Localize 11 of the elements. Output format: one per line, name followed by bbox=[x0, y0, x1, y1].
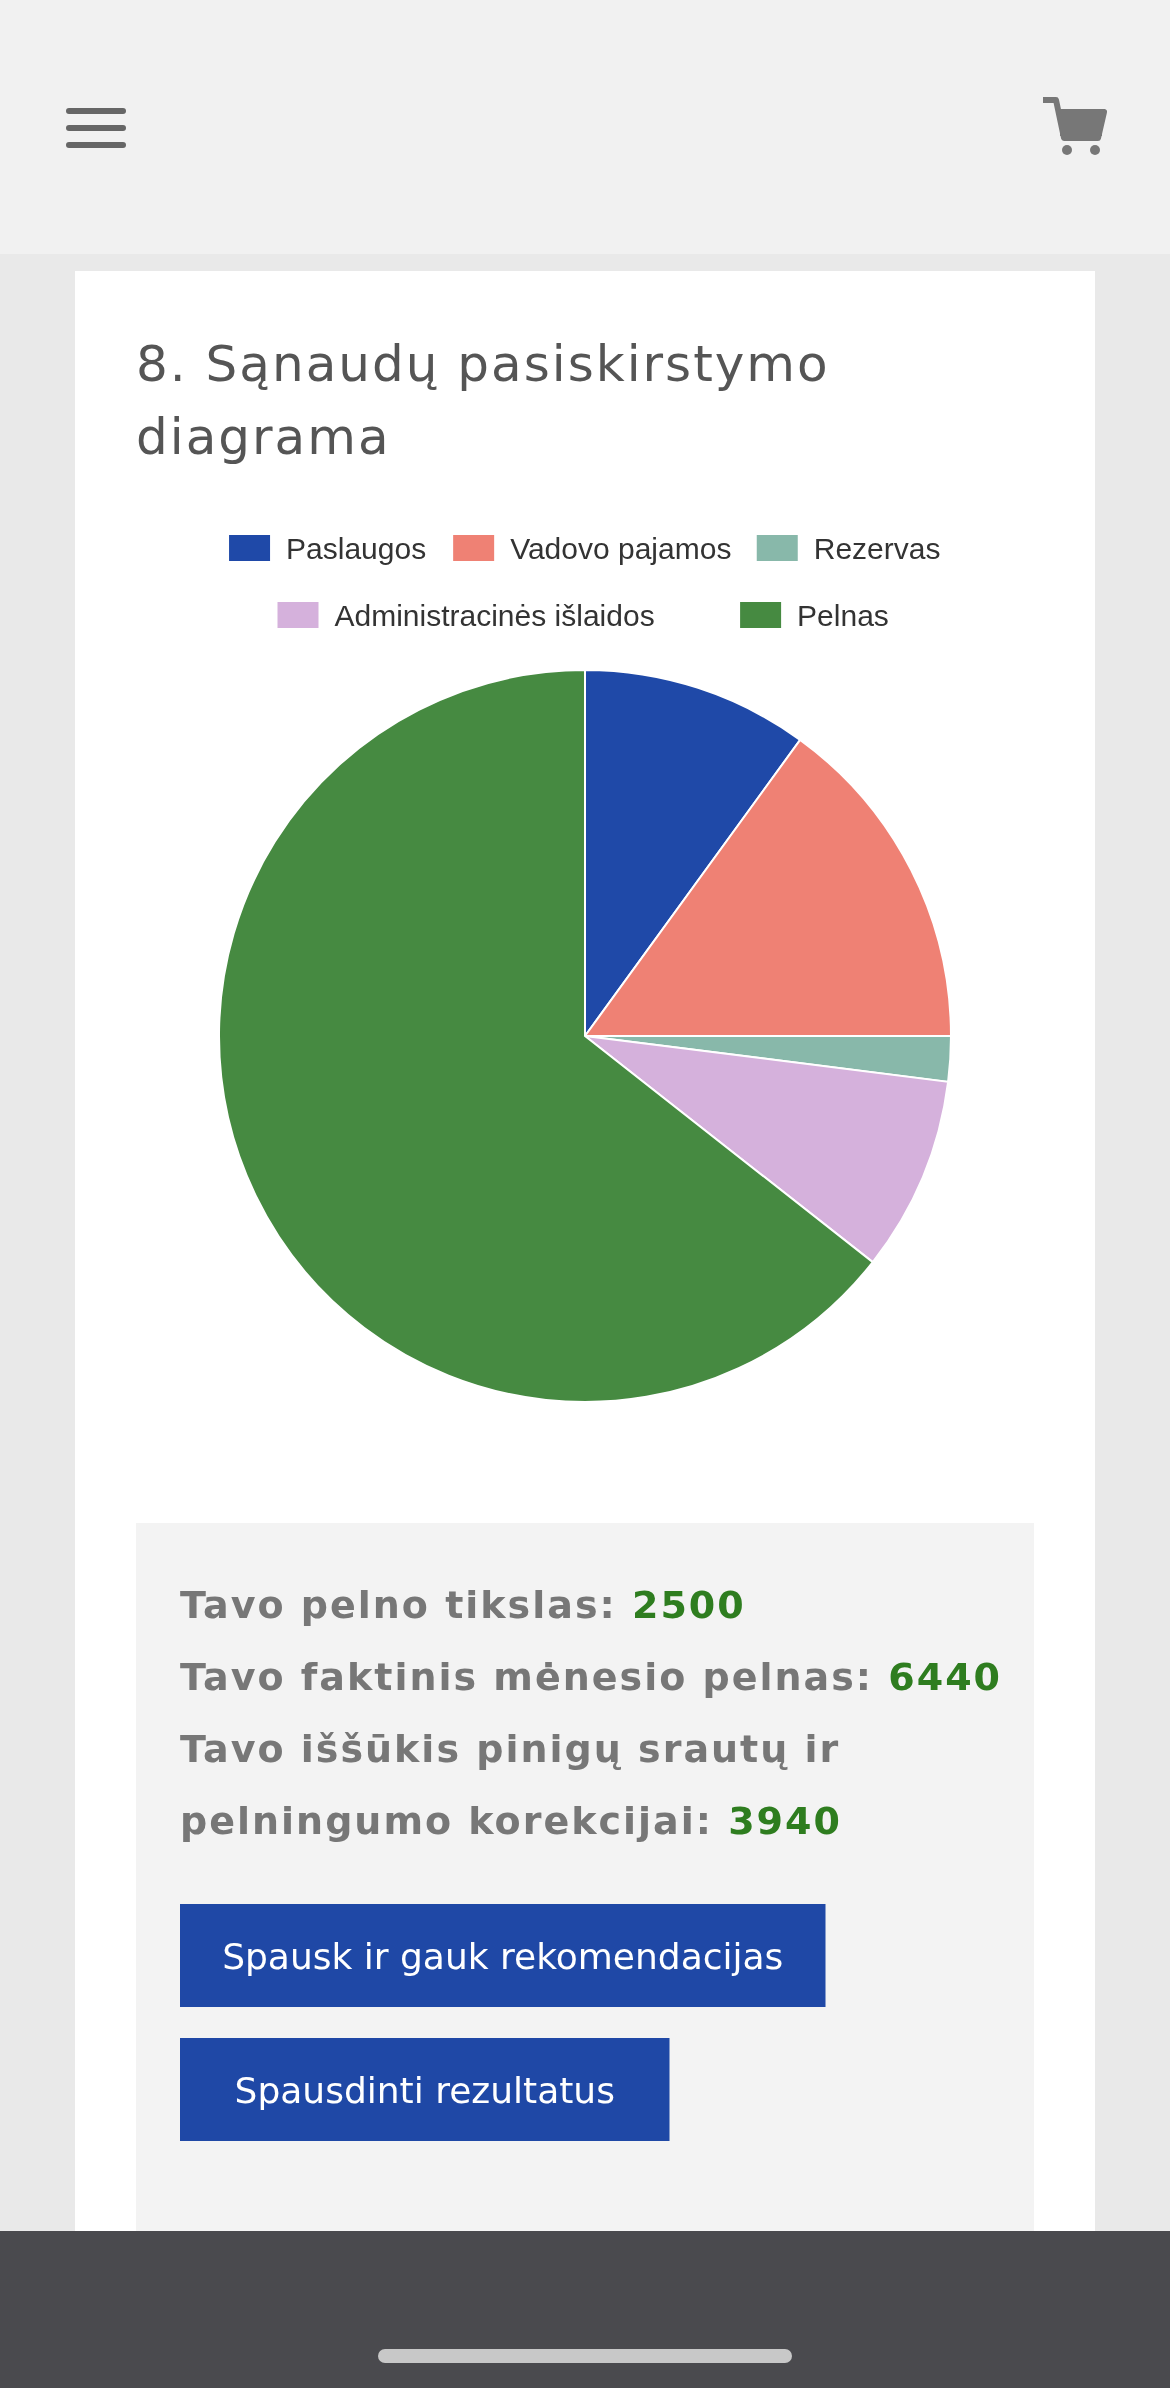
text: Spausdinti rezultatus bbox=[234, 2069, 615, 2111]
legend-label: Paslaugos bbox=[286, 531, 427, 565]
text: Spausk ir gauk rekomendacijas bbox=[222, 1935, 784, 1977]
text: Tavo iššūkis pinigų srautų ir pelningumo korekcijai: 3940 bbox=[180, 1727, 842, 1843]
legend-label: Rezervas bbox=[813, 531, 941, 565]
text: Tavo pelno tikslas: 2500 bbox=[180, 1583, 746, 1627]
legend-label: Administracinės išlaidos bbox=[334, 598, 655, 632]
text: Tavo faktinis mėnesio pelnas: 6440 bbox=[180, 1655, 1003, 1699]
chart-title: 8. Sąnaudų pasiskirstymo diagrama bbox=[136, 335, 830, 466]
legend-label: Vadovo pajamos bbox=[510, 531, 732, 565]
legend-label: Pelnas bbox=[797, 598, 889, 632]
